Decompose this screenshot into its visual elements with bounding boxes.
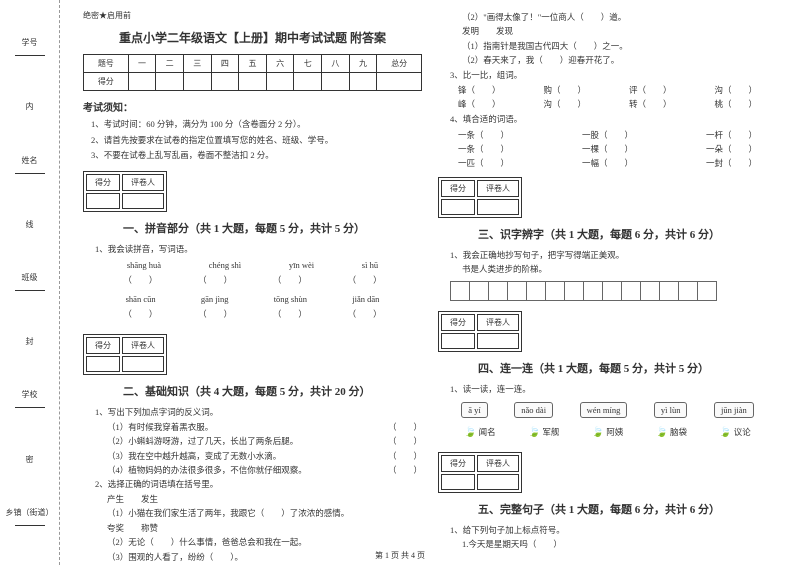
score-table: 题号 一 二 三 四 五 六 七 八 九 总分 得分: [83, 54, 422, 91]
sec2-2-1: （1）小猫在我们家生活了两年，我跟它（ ）了浓浓的感情。: [107, 506, 422, 520]
row-label: 得分: [84, 73, 129, 91]
side-label-banji: 班级: [15, 272, 45, 293]
paren-row-2: （ ） （ ） （ ） （ ）: [103, 308, 402, 320]
q1-text: 1、我会读拼音，写词语。: [95, 242, 422, 256]
marker-nei: 内: [24, 102, 35, 110]
marker-feng: 封: [24, 337, 35, 345]
connect-top: ā yí nǎo dài wén míng yì lùn jūn jiàn: [448, 402, 767, 418]
sec2-q2: 2、选择正确的词语填在括号里。: [95, 477, 422, 491]
th-0: 题号: [84, 55, 129, 73]
notice-title: 考试须知：: [83, 99, 422, 114]
section-2-title: 二、基础知识（共 4 大题，每题 5 分，共计 20 分）: [123, 383, 422, 399]
sec4-q: 1、读一读，连一连。: [450, 382, 777, 396]
row4c: 一匹（ ） 一幅（ ） 一封（ ）: [458, 157, 757, 169]
score-box-4: 得分评卷人: [438, 311, 522, 352]
r-q3: 3、比一比，组词。: [450, 68, 777, 82]
sec2-q1: 1、写出下列加点字词的反义词。: [95, 405, 422, 419]
marker-xian: 线: [24, 220, 35, 228]
th-1: 一: [128, 55, 156, 73]
binding-margin: 学号 内 姓名 线 班级 封 学校 密 乡镇（街道）: [0, 0, 60, 565]
sec3-text: 书是人类进步的阶梯。: [462, 262, 777, 276]
sec2-2-2: （2）无论（ ）什么事情，爸爸总会和我在一起。: [107, 535, 422, 549]
char-grid-1: [450, 281, 765, 301]
page-footer: 第 1 页 共 4 页: [0, 550, 800, 561]
secret-mark: 绝密★启用前: [83, 10, 422, 21]
opt2: 夸奖 称赞: [107, 521, 422, 535]
th-2: 二: [156, 55, 184, 73]
sec2-l4: （4）植物妈妈的办法很多很多，不信你就仔细观察。（ ）: [107, 463, 422, 477]
notice-2: 2、请首先按要求在试卷的指定位置填写您的姓名、班级、学号。: [91, 134, 422, 148]
marker-mi: 密: [24, 455, 35, 463]
side-label-xuexiao: 学校: [15, 389, 45, 410]
side-label-xuehao: 学号: [15, 37, 45, 58]
r-l2: （1）指南针是我国古代四大（ ）之一。: [462, 39, 777, 53]
left-column: 绝密★启用前 重点小学二年级语文【上册】期中考试试题 附答案 题号 一 二 三 …: [75, 10, 430, 555]
row3b: 峰（ ） 沟（ ） 转（ ） 桃（ ）: [458, 98, 757, 110]
sec2-l2: （2）小蝌蚪游呀游，过了几天，长出了两条后腿。（ ）: [107, 434, 422, 448]
right-column: （2）"画得太像了！"一位商人（ ）道。 发明 发现 （1）指南针是我国古代四大…: [430, 10, 785, 555]
th-8: 八: [322, 55, 350, 73]
section-4-title: 四、连一连（共 1 大题，每题 5 分，共计 5 分）: [478, 360, 777, 376]
th-3: 三: [183, 55, 211, 73]
r-l1: （2）"画得太像了！"一位商人（ ）道。: [462, 10, 777, 24]
score-box-5: 得分评卷人: [438, 452, 522, 493]
side-label-xingming: 姓名: [15, 155, 45, 176]
pinyin-row-1: shāng huà chéng shì yīn wèi sì hū: [103, 260, 402, 270]
main-content: 绝密★启用前 重点小学二年级语文【上册】期中考试试题 附答案 题号 一 二 三 …: [60, 0, 800, 565]
connect-bottom: 闻名 军舰 阿姨 脑袋 议论: [448, 424, 767, 440]
exam-title: 重点小学二年级语文【上册】期中考试试题 附答案: [83, 29, 422, 46]
sec5-q: 1、给下列句子加上标点符号。: [450, 523, 777, 537]
sec2-l3: （3）我在空中越升越高，变成了无数小水滴。（ ）: [107, 449, 422, 463]
row4a: 一条（ ） 一股（ ） 一杆（ ）: [458, 129, 757, 141]
row3a: 锋（ ） 购（ ） 评（ ） 沟（ ）: [458, 84, 757, 96]
sec2-l1: （1）有时候我穿着黑衣服。（ ）: [107, 420, 422, 434]
notice-1: 1、考试时间：60 分钟，满分为 100 分（含卷面分 2 分）。: [91, 118, 422, 132]
th-5: 五: [239, 55, 267, 73]
r-q4: 4、填合适的词语。: [450, 112, 777, 126]
sec3-q: 1、我会正确地抄写句子，把字写得端正美观。: [450, 248, 777, 262]
pinyin-row-2: shān cūn gān jìng tōng shùn jiǎn dān: [103, 294, 402, 304]
th-4: 四: [211, 55, 239, 73]
score-box-2: 得分评卷人: [83, 334, 167, 375]
notice-3: 3、不要在试卷上乱写乱画，卷面不整洁扣 2 分。: [91, 149, 422, 163]
side-label-xiangzhen: 乡镇（街道）: [6, 507, 54, 528]
paren-row-1: （ ） （ ） （ ） （ ）: [103, 274, 402, 286]
th-6: 六: [266, 55, 294, 73]
section-3-title: 三、识字辨字（共 1 大题，每题 6 分，共计 6 分）: [478, 226, 777, 242]
score-box-3: 得分评卷人: [438, 177, 522, 218]
r-l3: （2）春天来了，我（ ）迎春开花了。: [462, 53, 777, 67]
th-7: 七: [294, 55, 322, 73]
score-box-1: 得分评卷人: [83, 171, 167, 212]
r-opt3: 发明 发现: [462, 24, 777, 38]
opt1: 产生 发生: [107, 492, 422, 506]
section-1-title: 一、拼音部分（共 1 大题，每题 5 分，共计 5 分）: [123, 220, 422, 236]
th-9: 九: [349, 55, 377, 73]
row4b: 一条（ ） 一棵（ ） 一朵（ ）: [458, 143, 757, 155]
th-10: 总分: [377, 55, 422, 73]
section-5-title: 五、完整句子（共 1 大题，每题 6 分，共计 6 分）: [478, 501, 777, 517]
